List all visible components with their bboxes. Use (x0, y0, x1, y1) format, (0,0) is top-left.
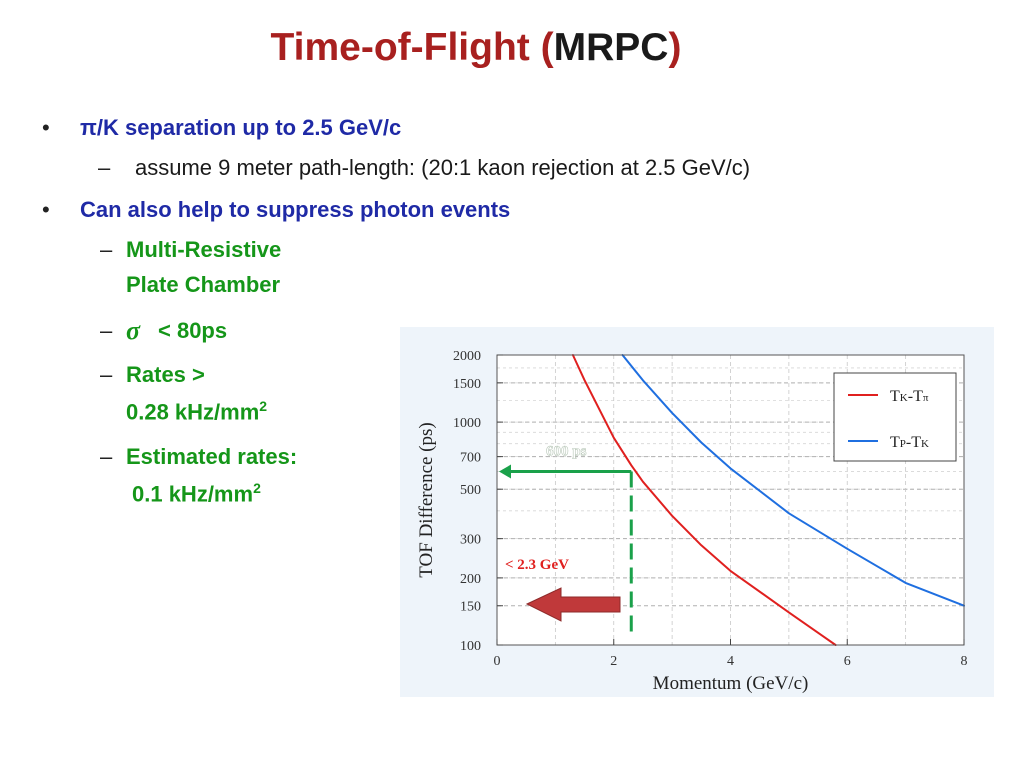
y-tick-label: 150 (460, 600, 481, 615)
series-tp-tk-line (621, 354, 965, 607)
x-tick-label: 0 (494, 654, 501, 669)
slide-title: Time-of-Flight (MRPC) (0, 26, 952, 70)
sub-bullet-rates-line1: Rates > (126, 362, 205, 387)
y-tick-label: 1000 (453, 416, 481, 431)
bullet-dot: • (42, 115, 50, 140)
estimated-superscript: 2 (253, 480, 261, 496)
legend-label-tp-tk: TP-TK (890, 434, 929, 451)
sub-bullet-dash: – (100, 444, 113, 469)
estimated-value: 0.1 kHz/mm (132, 481, 254, 507)
annotation-600ps-label: 600 ps (546, 444, 587, 460)
sub-bullet-mrpc-line1: Multi-Resistive (126, 237, 282, 262)
sub-bullet-dash: – (100, 362, 113, 387)
red-left-arrow (525, 587, 621, 622)
tof-chart-svg: 100 150 200 300 500 700 1000 1500 2000 0 2 4 6 8 Momen… (416, 349, 968, 694)
y-tick-label: 2000 (453, 349, 481, 364)
tof-chart: 100 150 200 300 500 700 1000 1500 2000 0 2 4 6 8 Momen… (400, 327, 994, 697)
annotation-gev-label: < 2.3 GeV (505, 557, 569, 573)
y-tick-label: 1500 (453, 377, 481, 392)
y-tick-label: 200 (460, 572, 481, 587)
title-main: Time-of-Flight ( (270, 26, 554, 69)
x-tick-label: 4 (727, 654, 734, 669)
sub-bullet-estimated-line1: Estimated rates: (126, 444, 298, 469)
chart-series (571, 354, 965, 646)
y-tick-label: 500 (460, 483, 481, 498)
title-accent: MRPC (553, 26, 669, 69)
bullet-dot: • (42, 197, 50, 222)
x-axis-label: Momentum (GeV/c) (653, 673, 809, 694)
bullet-photon-events: Can also help to suppress photon events (80, 197, 511, 222)
sub-bullet-rates-line2: 0.28 kHz/mm2 (126, 398, 267, 425)
sub-bullet-mrpc-line2: Plate Chamber (126, 272, 281, 297)
chart-legend: TK-Tπ TP-TK (833, 372, 957, 462)
annotation-arrowhead (499, 464, 511, 479)
x-tick-label: 6 (844, 654, 851, 669)
x-tick-label: 8 (961, 654, 968, 669)
sub-bullet-dash: – (100, 318, 113, 343)
title-close: ) (668, 26, 682, 69)
x-tick-label: 2 (610, 654, 617, 669)
y-axis-label: TOF Difference (ps) (416, 422, 437, 577)
chart-annotations: 600 ps < 2.3 GeV (499, 443, 633, 639)
rates-superscript: 2 (259, 398, 268, 414)
series-tk-tpi-line (571, 354, 837, 646)
bullet-list: • π/K separation up to 2.5 GeV/c – assum… (0, 0, 750, 768)
sub-bullet-path-length: assume 9 meter path-length: (20:1 kaon r… (135, 155, 751, 180)
sub-bullet-dash: – (98, 155, 111, 180)
rates-value: 0.28 kHz/mm (126, 399, 260, 425)
y-tick-label: 300 (460, 533, 481, 548)
sigma-symbol: σ (126, 316, 141, 345)
sub-bullet-dash: – (100, 237, 113, 262)
chart-ticks: 100 150 200 300 500 700 1000 1500 2000 0 2 4 6 8 Momen… (416, 349, 968, 694)
sub-bullet-estimated-line2: 0.1 kHz/mm2 (132, 480, 261, 507)
y-tick-label: 700 (460, 451, 481, 466)
legend-label-tk-tpi: TK-Tπ (890, 388, 929, 405)
bullet-pi-k-separation: π/K separation up to 2.5 GeV/c (80, 115, 402, 140)
legend-box (833, 372, 957, 462)
sub-bullet-sigma-value: < 80ps (158, 318, 228, 343)
y-tick-label: 100 (460, 639, 481, 654)
